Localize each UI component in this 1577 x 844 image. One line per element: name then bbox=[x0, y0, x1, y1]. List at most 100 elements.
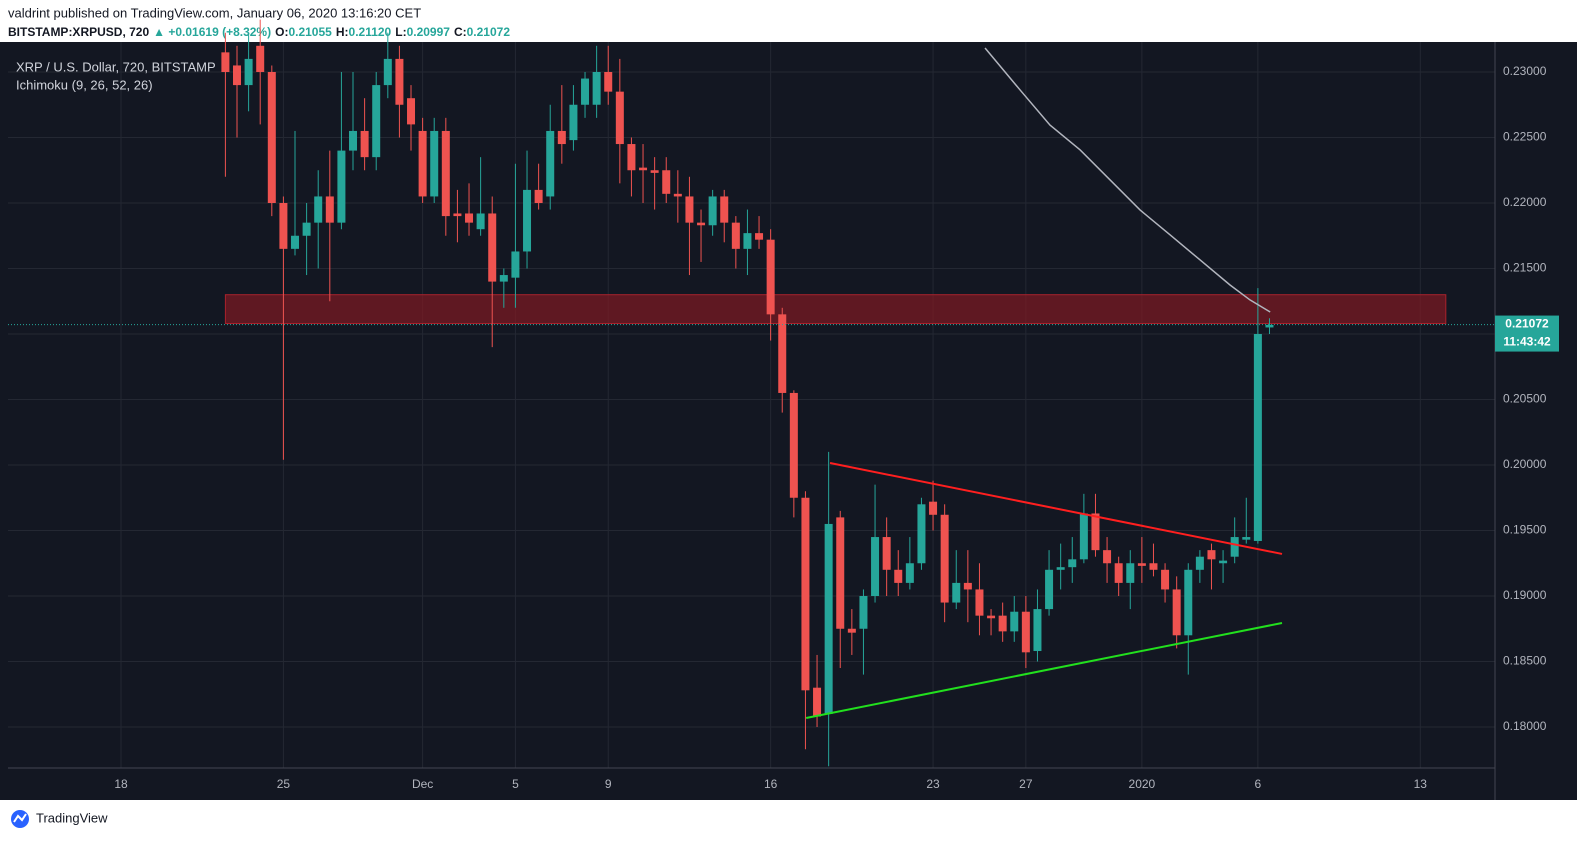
candle-body bbox=[395, 58, 404, 105]
candle-body bbox=[1056, 567, 1065, 570]
y-tick-label: 0.23000 bbox=[1503, 64, 1547, 78]
candle-body bbox=[349, 130, 358, 151]
candle-body bbox=[1207, 550, 1216, 560]
candle-body bbox=[871, 537, 880, 596]
candle-body bbox=[1021, 611, 1030, 653]
candle-body bbox=[708, 196, 717, 226]
candle-body bbox=[743, 233, 752, 249]
last-price-label: 0.21072 bbox=[1505, 317, 1549, 331]
y-tick-label: 0.22000 bbox=[1503, 195, 1547, 209]
candle-body bbox=[569, 104, 578, 141]
x-tick-label: 13 bbox=[1414, 777, 1428, 791]
candle-body bbox=[615, 91, 624, 145]
candle-body bbox=[372, 85, 381, 158]
candle-body bbox=[1079, 513, 1088, 560]
candle-body bbox=[1010, 611, 1019, 632]
footer-brand: TradingView bbox=[36, 810, 108, 825]
candle-body bbox=[244, 58, 253, 86]
candle-body bbox=[1126, 563, 1135, 583]
resistance-zone bbox=[224, 294, 1447, 325]
y-tick-label: 0.19000 bbox=[1503, 588, 1547, 602]
y-tick-label: 0.19500 bbox=[1503, 523, 1547, 537]
candle-body bbox=[337, 150, 346, 223]
moving-average bbox=[984, 47, 1271, 313]
candle-body bbox=[418, 130, 427, 197]
ohlc-value: 0.21055 bbox=[288, 25, 332, 39]
candle-body bbox=[998, 615, 1007, 632]
ohlc-value: 0.20997 bbox=[407, 25, 451, 39]
ohlc-label: C: bbox=[454, 25, 467, 39]
candle-body bbox=[1045, 569, 1054, 610]
change: ▲ +0.01619 (+8.32%) bbox=[153, 25, 271, 39]
candle-body bbox=[952, 582, 961, 603]
candle-body bbox=[604, 71, 613, 92]
candle-body bbox=[755, 233, 764, 240]
candle-body bbox=[963, 582, 972, 590]
candle-body bbox=[929, 501, 938, 515]
candle-body bbox=[1253, 333, 1262, 541]
candle-body bbox=[592, 71, 601, 105]
candle-body bbox=[1172, 589, 1181, 636]
candle-body bbox=[1195, 556, 1204, 570]
y-tick-label: 0.20500 bbox=[1503, 392, 1547, 406]
candle-body bbox=[720, 196, 729, 223]
candle-body bbox=[731, 222, 740, 249]
candle-body bbox=[557, 130, 566, 145]
candle-body bbox=[813, 687, 822, 717]
candle-body bbox=[1184, 569, 1193, 636]
candle-body bbox=[383, 58, 392, 86]
candle-body bbox=[801, 497, 810, 691]
candle-body bbox=[279, 202, 288, 249]
candle-body bbox=[766, 239, 775, 315]
symbol-line: BITSTAMP:XRPUSD, 720 ▲ +0.01619 (+8.32%) O… bbox=[8, 25, 510, 39]
indicator-label: Ichimoku (9, 26, 52, 26) bbox=[16, 77, 153, 92]
candle-body bbox=[407, 98, 416, 125]
candle-body bbox=[511, 251, 520, 278]
symbol: BITSTAMP:XRPUSD, 720 bbox=[8, 25, 149, 39]
y-tick-label: 0.22500 bbox=[1503, 130, 1547, 144]
candle-body bbox=[627, 144, 636, 171]
candle-body bbox=[430, 130, 439, 197]
candle-body bbox=[673, 193, 682, 197]
candle-body bbox=[905, 563, 914, 583]
candle-body bbox=[488, 213, 497, 282]
candle-body bbox=[499, 275, 508, 282]
candle-body bbox=[1033, 609, 1042, 652]
candle-body bbox=[882, 537, 891, 570]
candle-body bbox=[534, 189, 543, 203]
ohlc-value: 0.21120 bbox=[349, 25, 392, 39]
candle-body bbox=[1068, 559, 1077, 568]
y-tick-label: 0.18000 bbox=[1503, 719, 1547, 733]
candle-body bbox=[836, 517, 845, 629]
candle-body bbox=[824, 523, 833, 714]
ohlc-label: L: bbox=[395, 25, 406, 39]
candle-body bbox=[314, 196, 323, 223]
candle-body bbox=[685, 196, 694, 223]
candle-body bbox=[360, 130, 369, 158]
candle-body bbox=[1137, 563, 1146, 566]
chart-panel bbox=[0, 42, 1577, 800]
candle-body bbox=[987, 615, 996, 619]
candle-body bbox=[1091, 513, 1100, 551]
plot bbox=[8, 19, 1495, 768]
candle-body bbox=[778, 314, 787, 393]
candle-body bbox=[256, 45, 265, 72]
last-price-box bbox=[1495, 315, 1559, 352]
x-tick-label: 16 bbox=[764, 777, 778, 791]
candle-body bbox=[697, 222, 706, 226]
candle-body bbox=[453, 213, 462, 217]
candle-body bbox=[789, 392, 798, 498]
candle-body bbox=[441, 130, 450, 217]
candle-body bbox=[302, 222, 311, 236]
candle-body bbox=[325, 196, 334, 223]
candle-body bbox=[1230, 537, 1239, 557]
x-tick-label: 2020 bbox=[1129, 777, 1156, 791]
x-tick-label: 27 bbox=[1019, 777, 1033, 791]
candle-body bbox=[1161, 569, 1170, 590]
candle-body bbox=[1219, 560, 1228, 564]
candle-body bbox=[1114, 563, 1123, 583]
y-tick-label: 0.20000 bbox=[1503, 457, 1547, 471]
candle-body bbox=[917, 504, 926, 564]
candle-body bbox=[894, 569, 903, 583]
